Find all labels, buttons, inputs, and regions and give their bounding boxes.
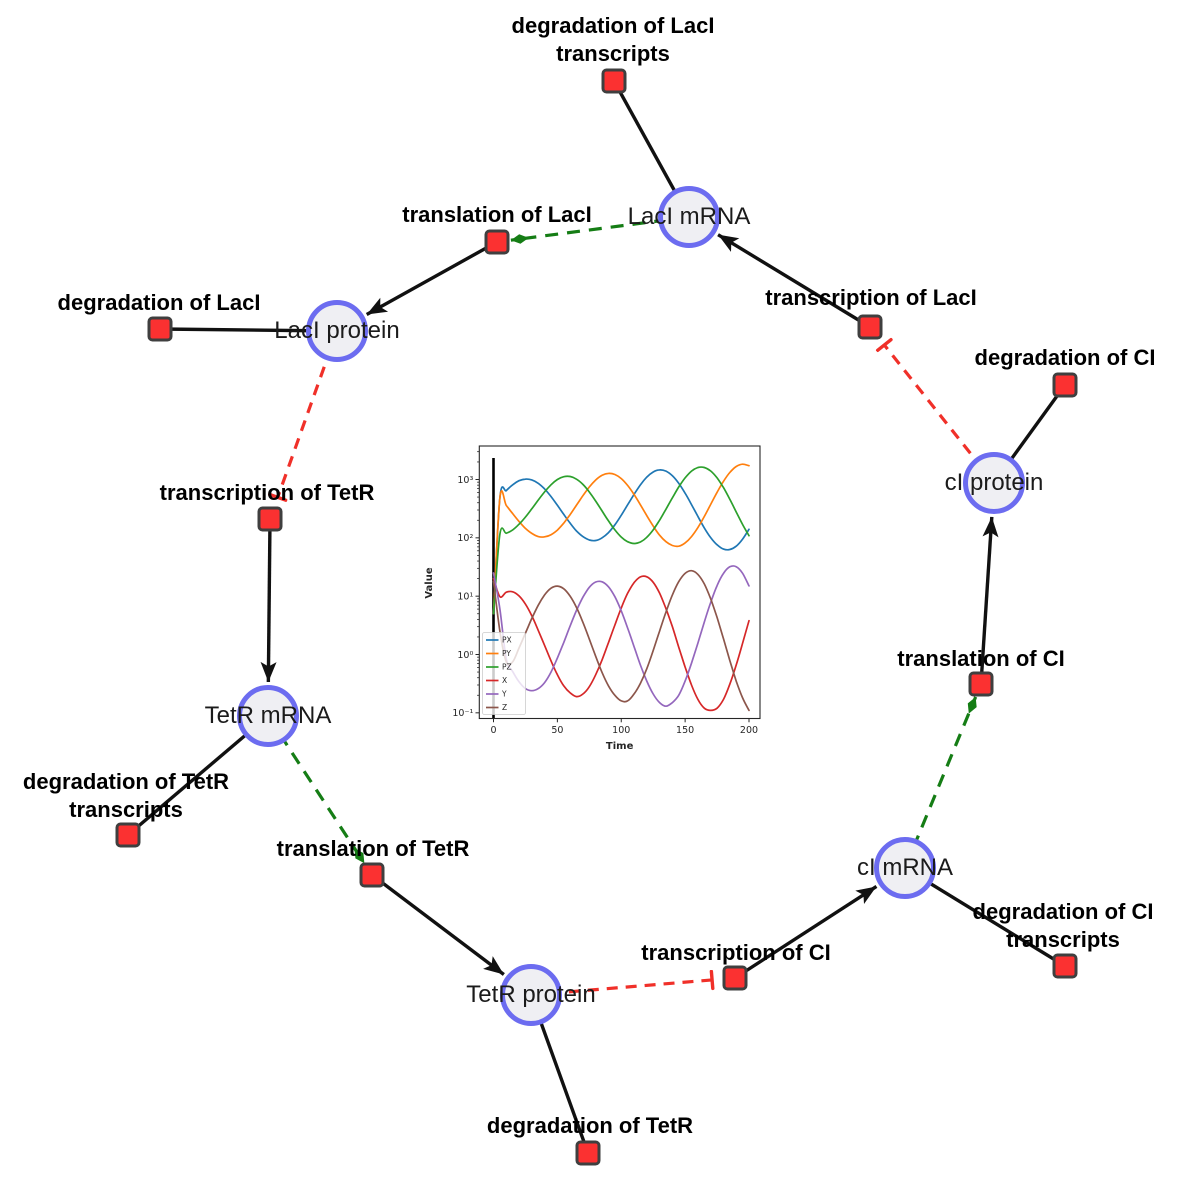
species-label-cI_mRNA: cI mRNA [857, 854, 953, 881]
legend-label-PX: PX [502, 636, 512, 645]
reaction-node-deg_cI_tx[interactable] [1052, 953, 1078, 979]
reaction-label-deg_lacI: degradation of LacI [58, 289, 261, 317]
species-node-cI_mRNA[interactable] [874, 837, 936, 899]
x-tick-label: 100 [612, 725, 630, 736]
legend-label-PZ: PZ [502, 663, 512, 672]
species-label-tetR_protein: TetR protein [466, 981, 596, 1008]
y-tick-label: 10² [457, 533, 473, 544]
reaction-label-txn_lacI: transcription of LacI [765, 284, 976, 312]
reaction-label-line: degradation of CI [974, 345, 1156, 370]
reaction-node-txn_lacI[interactable] [857, 314, 883, 340]
series-Z-line [492, 569, 750, 712]
edge-txn_tetR-tetR_mRNA [260, 518, 277, 683]
reaction-label-line: translation of CI [897, 646, 1065, 671]
species-label-lacI_protein: LacI protein [274, 317, 400, 344]
y-tick-label: 10⁻¹ [452, 708, 473, 719]
edge-txn_cI-cI_mRNA [734, 885, 878, 980]
reaction-label-line: degradation of LacI [511, 13, 715, 38]
reaction-node-txn_tetR[interactable] [257, 506, 283, 532]
reaction-label-line: degradation of LacI [57, 290, 261, 315]
reaction-label-line: degradation of TetR [22, 769, 230, 794]
reaction-node-tsl_lacI[interactable] [484, 229, 510, 255]
edge-tsl_lacI-lacI_protein [365, 240, 498, 316]
x-tick-label: 200 [740, 725, 758, 736]
reaction-node-deg_cI[interactable] [1052, 372, 1078, 398]
reaction-node-tsl_cI[interactable] [968, 671, 994, 697]
reaction-label-txn_cI: transcription of CI [641, 939, 830, 967]
y-tick-label: 10¹ [457, 592, 473, 603]
reaction-node-txn_cI[interactable] [722, 965, 748, 991]
species-label-cI_protein: cI protein [944, 469, 1044, 496]
edge-txn_lacI-lacI_mRNA [717, 233, 871, 329]
simulation-plot: 0 50 100 150 20010⁻¹10⁰10¹10²10³TimeValuePXP… [420, 433, 790, 768]
reaction-label-line: transcripts [1006, 927, 1120, 952]
legend-label-X: X [502, 676, 507, 685]
plot-frame [478, 445, 761, 720]
series-PX-line [492, 469, 750, 615]
reaction-label-tsl_tetR: translation of TetR [277, 835, 470, 863]
species-node-tetR_protein[interactable] [500, 964, 562, 1026]
x-tick-label: 150 [676, 725, 694, 736]
legend-label-Y: Y [501, 690, 507, 699]
legend-label-Z: Z [502, 703, 507, 712]
reaction-label-line: transcripts [69, 797, 183, 822]
series-PZ-line [492, 466, 750, 615]
reaction-label-line: translation of TetR [276, 836, 470, 861]
y-axis-label: Value [424, 567, 435, 598]
reaction-label-deg_tetR_tx: degradation of TetR transcripts [23, 768, 229, 824]
reaction-label-txn_tetR: transcription of TetR [160, 479, 375, 507]
series-Y-line [492, 565, 750, 708]
chart-legend: PX PY PZ XYZ [482, 632, 526, 715]
species-node-cI_protein[interactable] [963, 452, 1025, 514]
species-node-lacI_protein[interactable] [306, 300, 368, 362]
species-label-lacI_mRNA: LacI mRNA [627, 203, 751, 230]
species-label-tetR_mRNA: TetR mRNA [204, 702, 332, 729]
reaction-label-line: transcription of CI [641, 940, 831, 965]
reaction-node-deg_lacI[interactable] [147, 316, 173, 342]
species-node-tetR_mRNA[interactable] [237, 685, 299, 747]
x-tick-label: 50 [551, 725, 563, 736]
reaction-label-deg_tetR: degradation of TetR [487, 1112, 693, 1140]
reaction-label-deg_cI_tx: degradation of CI transcripts [973, 898, 1154, 954]
y-tick-label: 10³ [457, 475, 473, 486]
species-node-lacI_mRNA[interactable] [658, 186, 720, 248]
reaction-label-line: degradation of TetR [486, 1113, 694, 1138]
x-axis-label: Time [606, 741, 634, 752]
edge-tsl_cI-cI_protein [979, 516, 999, 685]
edge-tsl_tetR-tetR_protein [370, 873, 505, 976]
reaction-node-deg_tetR[interactable] [575, 1140, 601, 1166]
reaction-label-line: translation of LacI [402, 202, 592, 227]
series-PY-line [492, 463, 750, 615]
edge-cI_mRNA-deg_cI_tx [904, 866, 1066, 968]
series-X-line [492, 575, 750, 712]
reaction-label-line: transcription of TetR [159, 480, 375, 505]
reaction-label-line: transcripts [556, 41, 670, 66]
reaction-label-tsl_cI: translation of CI [897, 645, 1064, 673]
reaction-label-line: degradation of CI [972, 899, 1154, 924]
reaction-label-deg_lacI_tx: degradation of LacI transcripts [512, 12, 715, 68]
reaction-label-line: transcription of LacI [765, 285, 977, 310]
x-tick-label: 0 [490, 725, 496, 736]
y-tick-label: 10⁰ [457, 650, 473, 661]
plot-background [420, 433, 790, 768]
reaction-node-deg_tetR_tx[interactable] [115, 822, 141, 848]
reaction-label-deg_cI: degradation of CI [975, 344, 1156, 372]
legend-label-PY: PY [502, 649, 511, 658]
reaction-node-tsl_tetR[interactable] [359, 862, 385, 888]
reaction-node-deg_lacI_tx[interactable] [601, 68, 627, 94]
reaction-label-tsl_lacI: translation of LacI [402, 201, 591, 229]
